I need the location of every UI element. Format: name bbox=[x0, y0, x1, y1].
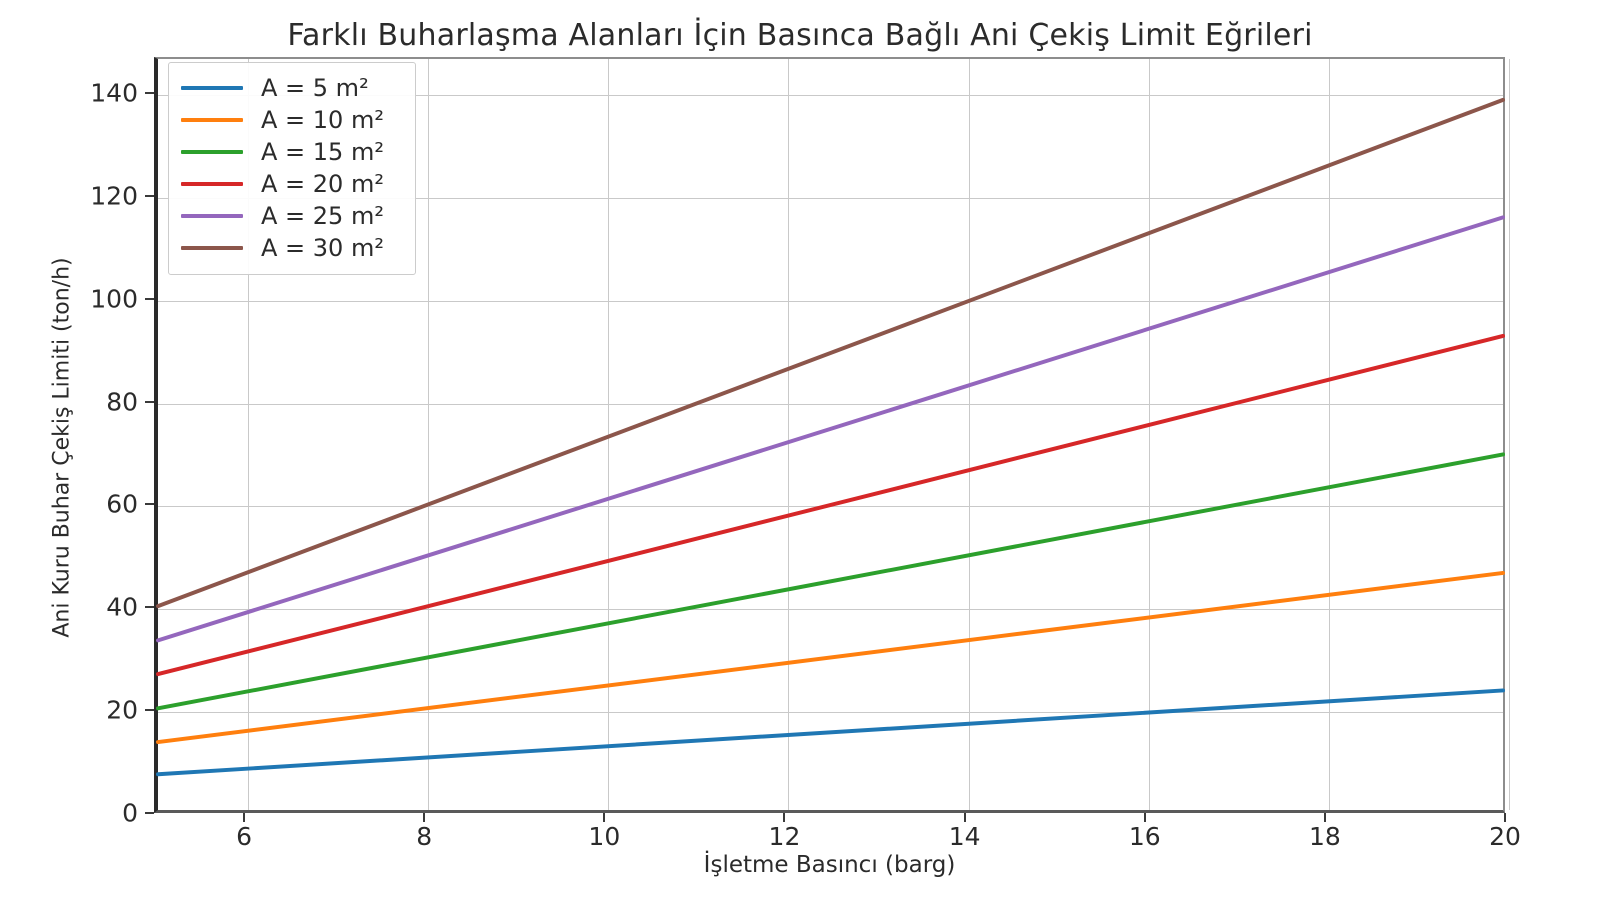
y-tick-mark bbox=[145, 606, 154, 609]
y-tick-label: 120 bbox=[90, 181, 138, 211]
x-tick-label: 6 bbox=[236, 822, 253, 851]
y-tick-label: 20 bbox=[106, 695, 138, 725]
legend-color-swatch bbox=[181, 150, 243, 154]
x-tick-label: 18 bbox=[1308, 822, 1341, 851]
series-line-2 bbox=[156, 570, 1505, 745]
legend-item-4[interactable]: A = 20 m² bbox=[181, 168, 405, 200]
x-tick-mark bbox=[423, 813, 426, 822]
gridline-vertical bbox=[1328, 59, 1330, 810]
legend-color-swatch bbox=[181, 214, 243, 218]
x-tick-label: 12 bbox=[768, 822, 801, 851]
legend-label: A = 20 m² bbox=[261, 170, 384, 198]
x-tick-mark bbox=[963, 813, 966, 822]
plot-area bbox=[154, 57, 1510, 813]
gridline-vertical bbox=[1148, 59, 1150, 810]
legend-label: A = 15 m² bbox=[261, 138, 384, 166]
gridline-horizontal bbox=[158, 300, 1503, 302]
series-line-5 bbox=[156, 215, 1505, 643]
legend-item-2[interactable]: A = 10 m² bbox=[181, 104, 405, 136]
y-tick-label: 100 bbox=[90, 284, 138, 314]
legend-label: A = 5 m² bbox=[261, 74, 369, 102]
gridline-horizontal bbox=[158, 609, 1503, 611]
x-axis-label: İşletme Basıncı (barg) bbox=[703, 852, 956, 878]
gridline-vertical bbox=[968, 59, 970, 810]
y-tick-mark bbox=[145, 400, 154, 403]
x-tick-label: 10 bbox=[588, 822, 621, 851]
legend-label: A = 10 m² bbox=[261, 106, 384, 134]
x-tick-label: 20 bbox=[1489, 822, 1521, 851]
data-lines bbox=[156, 97, 1505, 777]
series-line-3 bbox=[156, 452, 1505, 711]
legend-color-swatch bbox=[181, 182, 243, 186]
y-tick-mark bbox=[145, 709, 154, 712]
legend-color-swatch bbox=[181, 118, 243, 122]
x-tick-mark bbox=[603, 813, 606, 822]
y-tick-label: 0 bbox=[122, 798, 138, 828]
y-tick-mark bbox=[145, 297, 154, 300]
legend-item-6[interactable]: A = 30 m² bbox=[181, 232, 405, 264]
gridline-horizontal bbox=[158, 403, 1503, 405]
legend-item-5[interactable]: A = 25 m² bbox=[181, 200, 405, 232]
y-tick-label: 40 bbox=[106, 592, 138, 622]
x-tick-mark bbox=[1504, 813, 1506, 822]
gridline-horizontal bbox=[158, 712, 1503, 714]
gridline-vertical bbox=[788, 59, 790, 810]
gridline-horizontal bbox=[158, 95, 1503, 96]
x-tick-mark bbox=[243, 813, 246, 822]
legend-color-swatch bbox=[181, 86, 243, 90]
x-tick-label: 8 bbox=[416, 822, 433, 851]
gridline-vertical bbox=[248, 59, 250, 810]
legend-color-swatch bbox=[181, 246, 243, 250]
legend[interactable]: A = 5 m² A = 10 m² A = 15 m² A = 20 m² A = 2… bbox=[168, 62, 416, 275]
y-tick-mark bbox=[145, 812, 154, 814]
x-tick-label: 16 bbox=[1128, 822, 1161, 851]
y-tick-label: 80 bbox=[106, 387, 138, 417]
y-axis-label: Ani Kuru Buhar Çekiş Limiti (ton/h) bbox=[49, 257, 75, 638]
gridline-vertical bbox=[428, 59, 430, 810]
x-tick-mark bbox=[1323, 813, 1326, 822]
y-tick-label: 140 bbox=[90, 78, 138, 108]
series-line-4 bbox=[156, 333, 1505, 677]
y-tick-mark bbox=[145, 194, 154, 197]
gridline-vertical bbox=[1509, 59, 1510, 810]
series-line-6 bbox=[156, 97, 1505, 609]
legend-label: A = 25 m² bbox=[261, 202, 384, 230]
legend-label: A = 30 m² bbox=[261, 234, 384, 262]
legend-item-3[interactable]: A = 15 m² bbox=[181, 136, 405, 168]
legend-item-1[interactable]: A = 5 m² bbox=[181, 72, 405, 104]
y-tick-mark bbox=[145, 92, 154, 94]
series-line-1 bbox=[156, 688, 1505, 777]
gridline-horizontal bbox=[158, 197, 1503, 199]
y-tick-mark bbox=[145, 503, 154, 506]
x-tick-mark bbox=[783, 813, 786, 822]
page-title: Farklı Buharlaşma Alanları İçin Basınca … bbox=[287, 18, 1313, 53]
x-tick-label: 14 bbox=[948, 822, 981, 851]
y-tick-label: 60 bbox=[106, 489, 138, 519]
x-tick-mark bbox=[1143, 813, 1146, 822]
